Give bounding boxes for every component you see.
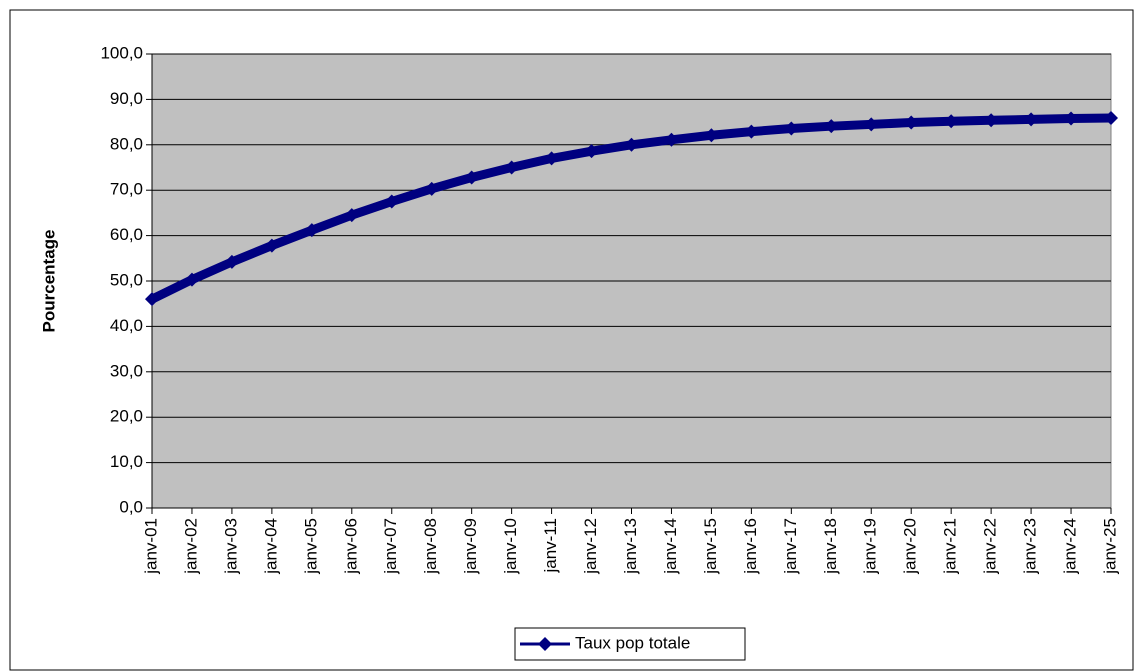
y-axis-label: Pourcentage xyxy=(39,230,58,333)
marker xyxy=(384,194,399,209)
marker xyxy=(304,223,319,238)
y-tick-label: 30,0 xyxy=(110,361,143,380)
marker xyxy=(1024,112,1039,127)
y-tick-label: 20,0 xyxy=(110,407,143,426)
marker xyxy=(424,181,439,196)
x-tick-label: janv-09 xyxy=(461,518,480,575)
x-tick-label: janv-14 xyxy=(661,518,680,575)
marker xyxy=(464,170,479,185)
x-tick-label: janv-01 xyxy=(141,518,160,575)
marker xyxy=(744,124,759,139)
marker xyxy=(344,208,359,223)
x-tick-label: janv-22 xyxy=(981,518,1000,575)
marker xyxy=(944,114,959,129)
x-tick-label: janv-12 xyxy=(581,518,600,575)
marker xyxy=(584,144,599,159)
legend-marker xyxy=(538,637,552,651)
y-tick-label: 70,0 xyxy=(110,180,143,199)
x-tick-label: janv-10 xyxy=(501,518,520,575)
y-tick-label: 80,0 xyxy=(110,134,143,153)
legend-label: Taux pop totale xyxy=(575,633,690,652)
marker xyxy=(624,137,639,152)
marker xyxy=(784,121,799,136)
marker xyxy=(664,132,679,147)
x-tick-label: janv-15 xyxy=(701,518,720,575)
y-tick-label: 40,0 xyxy=(110,316,143,335)
marker xyxy=(824,119,839,134)
x-tick-label: janv-08 xyxy=(421,518,440,575)
y-tick-label: 90,0 xyxy=(110,89,143,108)
x-tick-label: janv-05 xyxy=(301,518,320,575)
y-tick-label: 50,0 xyxy=(110,270,143,289)
y-tick-label: 10,0 xyxy=(110,452,143,471)
x-tick-label: janv-16 xyxy=(741,518,760,575)
y-tick-label: 60,0 xyxy=(110,225,143,244)
x-tick-label: janv-19 xyxy=(861,518,880,575)
x-tick-label: janv-18 xyxy=(821,518,840,575)
marker xyxy=(864,117,879,132)
x-tick-label: janv-20 xyxy=(901,518,920,575)
marker xyxy=(984,113,999,128)
marker xyxy=(184,272,199,287)
x-tick-label: janv-04 xyxy=(261,518,280,575)
marker xyxy=(224,254,239,269)
marker xyxy=(504,160,519,175)
x-tick-label: janv-21 xyxy=(941,518,960,575)
marker xyxy=(145,292,159,307)
x-tick-label: janv-11 xyxy=(541,518,560,574)
y-tick-label: 0,0 xyxy=(119,497,143,516)
x-tick-label: janv-03 xyxy=(221,518,240,575)
x-tick-label: janv-25 xyxy=(1100,518,1119,575)
marker xyxy=(1064,111,1079,126)
x-tick-label: janv-17 xyxy=(781,518,800,575)
marker xyxy=(1104,111,1118,126)
x-tick-label: janv-02 xyxy=(181,518,200,575)
x-tick-label: janv-13 xyxy=(621,518,640,575)
y-tick-label: 100,0 xyxy=(100,43,143,62)
x-tick-label: janv-23 xyxy=(1021,518,1040,575)
marker xyxy=(264,238,279,253)
x-tick-label: janv-07 xyxy=(381,518,400,575)
marker xyxy=(544,151,559,166)
x-tick-label: janv-06 xyxy=(341,518,360,575)
marker xyxy=(704,128,719,143)
marker xyxy=(904,115,919,130)
x-tick-label: janv-24 xyxy=(1061,518,1080,575)
